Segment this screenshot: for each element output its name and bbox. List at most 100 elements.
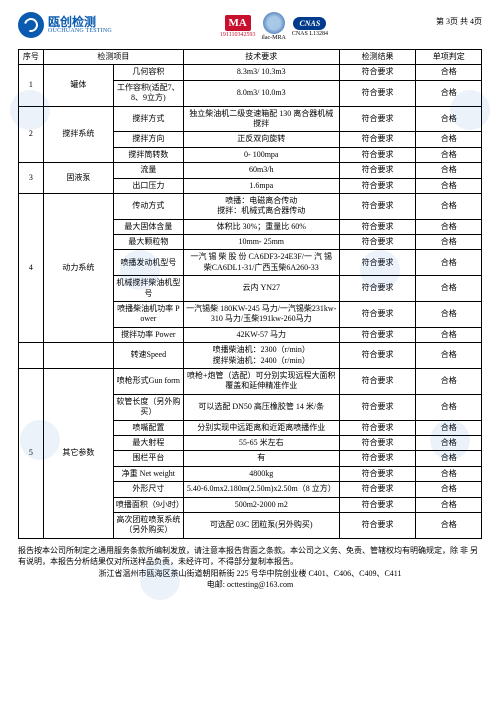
cell-req: 正反双向旋转 bbox=[183, 132, 339, 147]
globe-icon bbox=[263, 12, 285, 34]
cell-req: 55-65 米左右 bbox=[183, 435, 339, 450]
cell-verdict: 合格 bbox=[416, 394, 482, 420]
cell-sub: 最大颗粒物 bbox=[113, 235, 183, 250]
cell-req: 42KW-57 马力 bbox=[183, 327, 339, 342]
footer-p1: 报告按本公司所制定之通用服务条款所编制发放，请注意本报告背面之条款。本公司之义务… bbox=[18, 545, 482, 557]
cell-req: 喷枪+炮管（选配）可分别实现远程大面积覆盖和延伸精准作业 bbox=[183, 368, 339, 394]
logo-cn: 瓯创检测 bbox=[48, 16, 112, 28]
cell-res: 符合要求 bbox=[339, 497, 416, 512]
cell-sub: 搅拌方式 bbox=[113, 106, 183, 132]
logo-icon bbox=[18, 12, 44, 38]
cell-req: 5.40-6.0mx2.180m(2.50m)x2.50m（8 立方） bbox=[183, 482, 339, 497]
cell-res: 符合要求 bbox=[339, 482, 416, 497]
cell-sub: 搅拌筒转数 bbox=[113, 147, 183, 162]
table-row: 转速Speed喷播柴油机：2300（r/min） 搅拌柴油机：2400（r/mi… bbox=[19, 343, 482, 369]
cell-verdict: 合格 bbox=[416, 512, 482, 538]
cell-sub: 传动方式 bbox=[113, 193, 183, 219]
th-5: 单项判定 bbox=[416, 50, 482, 65]
cell-req: 500m2-2000 m2 bbox=[183, 497, 339, 512]
cell-res: 符合要求 bbox=[339, 235, 416, 250]
cell-req: 10mm- 25mm bbox=[183, 235, 339, 250]
cell-res: 符合要求 bbox=[339, 80, 416, 106]
cell-verdict: 合格 bbox=[416, 435, 482, 450]
th-item: 检测项目 bbox=[43, 50, 183, 65]
cell-verdict: 合格 bbox=[416, 163, 482, 178]
cell-res: 符合要求 bbox=[339, 512, 416, 538]
cell-req: 一汽锡柴 180KW-245 马力/一汽锡柴231kw-310 马力/玉柴191… bbox=[183, 302, 339, 328]
cell-verdict: 合格 bbox=[416, 193, 482, 219]
cell-sub: 喷播面积（9小时） bbox=[113, 497, 183, 512]
cma-badge: MA 191110342593 bbox=[220, 15, 256, 38]
cell-sub: 外形尺寸 bbox=[113, 482, 183, 497]
th-3: 技术要求 bbox=[183, 50, 339, 65]
logo-en: OUCHUANG TESTING bbox=[48, 28, 112, 34]
cell-res: 符合要求 bbox=[339, 276, 416, 302]
cell-res: 符合要求 bbox=[339, 343, 416, 369]
cell-sub: 工作容积(适配7、8、9立方) bbox=[113, 80, 183, 106]
cnas-icon: CNAS bbox=[293, 17, 326, 30]
cell-no: 4 bbox=[19, 193, 44, 342]
cell-sub: 软管长度（另外购买） bbox=[113, 394, 183, 420]
table-row: 3固液泵流量60m3/h符合要求合格 bbox=[19, 163, 482, 178]
inspection-table: 序号检测项目技术要求检测结果单项判定 1罐体几何容积8.3m3/ 10.3m3符… bbox=[18, 49, 482, 539]
cell-group: 动力系统 bbox=[43, 193, 113, 342]
cell-res: 符合要求 bbox=[339, 368, 416, 394]
cell-req: 体积比 30%；重量比 60% bbox=[183, 219, 339, 234]
cell-res: 符合要求 bbox=[339, 250, 416, 276]
cell-res: 符合要求 bbox=[339, 327, 416, 342]
cell-sub: 高次团粒喷泵系统（另外购买） bbox=[113, 512, 183, 538]
header: 瓯创检测 OUCHUANG TESTING MA 191110342593 il… bbox=[18, 12, 482, 41]
cell-res: 符合要求 bbox=[339, 219, 416, 234]
cell-req: 可选配 03C 团粒泵(另外购买) bbox=[183, 512, 339, 538]
footer-addr: 浙江省温州市瓯海区茶山街道朝阳新街 225 号华中院创业楼 C401、C406、… bbox=[18, 568, 482, 580]
cell-group: 固液泵 bbox=[43, 163, 113, 194]
cell-res: 符合要求 bbox=[339, 147, 416, 162]
cell-req: 喷播柴油机：2300（r/min） 搅拌柴油机：2400（r/min） bbox=[183, 343, 339, 369]
cell-req: 有 bbox=[183, 451, 339, 466]
cell-req: 喷播：电磁离合传动 搅拌：机械式离合器传动 bbox=[183, 193, 339, 219]
cell-res: 符合要求 bbox=[339, 435, 416, 450]
cell-sub: 最大固体含量 bbox=[113, 219, 183, 234]
ilac-badge: ilac-MRA bbox=[261, 12, 285, 41]
cell-res: 符合要求 bbox=[339, 163, 416, 178]
cell-req: 分别实现中远距离和近距离喷播作业 bbox=[183, 420, 339, 435]
cell-no: 5 bbox=[19, 368, 44, 538]
footer-p2: 有说明，本报告分析结果仅对所送样品负责，未经许可，不得部分复制本报告。 bbox=[18, 556, 482, 568]
cell-req: 可以选配 DN50 高压橡胶管 14 米/条 bbox=[183, 394, 339, 420]
cell-verdict: 合格 bbox=[416, 302, 482, 328]
cell-verdict: 合格 bbox=[416, 276, 482, 302]
cell-res: 符合要求 bbox=[339, 394, 416, 420]
cell-verdict: 合格 bbox=[416, 451, 482, 466]
cell-res: 符合要求 bbox=[339, 193, 416, 219]
cell-verdict: 合格 bbox=[416, 235, 482, 250]
footer: 报告按本公司所制定之通用服务条款所编制发放，请注意本报告背面之条款。本公司之义务… bbox=[18, 545, 482, 591]
cell-sub: 喷播发动机型号 bbox=[113, 250, 183, 276]
cell-verdict: 合格 bbox=[416, 343, 482, 369]
cell-sub: 围栏平台 bbox=[113, 451, 183, 466]
cell-res: 符合要求 bbox=[339, 65, 416, 80]
th-no: 序号 bbox=[19, 50, 44, 65]
cell-verdict: 合格 bbox=[416, 368, 482, 394]
cell-sub: 流量 bbox=[113, 163, 183, 178]
cell-verdict: 合格 bbox=[416, 327, 482, 342]
table-row: 2搅拌系统搅拌方式独立柴油机二级变速箱配 130 离合器机械搅拌符合要求合格 bbox=[19, 106, 482, 132]
cell-group: 搅拌系统 bbox=[43, 106, 113, 163]
table-row: 1罐体几何容积8.3m3/ 10.3m3符合要求合格 bbox=[19, 65, 482, 80]
cell-verdict: 合格 bbox=[416, 219, 482, 234]
cell-verdict: 合格 bbox=[416, 466, 482, 481]
cell-req: 8.3m3/ 10.3m3 bbox=[183, 65, 339, 80]
cell-sub: 搅拌方向 bbox=[113, 132, 183, 147]
cell-req: 8.0m3/ 10.0m3 bbox=[183, 80, 339, 106]
cell-res: 符合要求 bbox=[339, 178, 416, 193]
company-logo: 瓯创检测 OUCHUANG TESTING bbox=[18, 12, 112, 38]
cell-req: 独立柴油机二级变速箱配 130 离合器机械搅拌 bbox=[183, 106, 339, 132]
cell-sub: 最大射程 bbox=[113, 435, 183, 450]
cell-res: 符合要求 bbox=[339, 302, 416, 328]
cell-sub: 出口压力 bbox=[113, 178, 183, 193]
cell-no: 3 bbox=[19, 163, 44, 194]
cell-verdict: 合格 bbox=[416, 132, 482, 147]
cell-verdict: 合格 bbox=[416, 497, 482, 512]
cell-group: 罐体 bbox=[43, 65, 113, 106]
cell-verdict: 合格 bbox=[416, 250, 482, 276]
cell-res: 符合要求 bbox=[339, 466, 416, 481]
